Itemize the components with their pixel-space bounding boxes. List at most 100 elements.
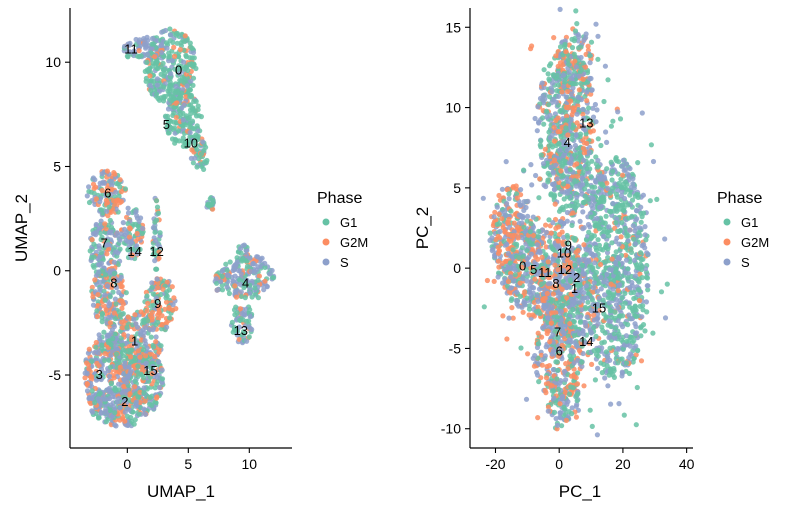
umap-point-g2m <box>156 310 162 316</box>
umap-point-g1 <box>224 267 230 273</box>
pca-point-s <box>534 128 540 134</box>
umap-point-g2m <box>171 295 177 301</box>
umap-point-g1 <box>189 118 196 124</box>
pca-point-g1 <box>546 76 552 82</box>
pca-point-g2m <box>615 287 621 294</box>
pca-point-s <box>595 157 601 164</box>
umap-point-s <box>261 287 267 293</box>
umap-point-g2m <box>256 273 262 279</box>
pca-point-s <box>518 187 524 193</box>
umap-point-g1 <box>159 376 166 382</box>
pca-point-g1 <box>595 136 601 142</box>
umap-point-g1 <box>147 401 153 407</box>
pca-point-g1 <box>608 323 614 330</box>
umap-point-s <box>92 177 98 183</box>
umap-point-s <box>136 218 142 225</box>
umap-point-g1 <box>107 364 114 370</box>
umap-point-g1 <box>158 326 165 332</box>
umap-point-g1 <box>103 419 109 425</box>
umap-point-g1 <box>106 338 112 344</box>
umap-point-g1 <box>178 111 184 117</box>
pca-point-g1 <box>638 257 644 263</box>
umap-point-s <box>138 328 144 334</box>
umap-point-g1 <box>167 315 173 321</box>
umap-point-s <box>141 406 147 412</box>
umap-point-g1 <box>95 415 102 421</box>
pca-point-s <box>543 229 550 235</box>
umap-point-g1 <box>93 344 99 350</box>
pca-point-g1 <box>600 220 606 226</box>
umap-point-g1 <box>162 66 168 72</box>
umap-point-s <box>89 409 96 415</box>
umap-point-g1 <box>150 245 156 252</box>
umap-point-g2m <box>90 294 96 300</box>
umap-point-g1 <box>171 110 177 116</box>
umap-point-g1 <box>168 93 174 99</box>
pca-point-g2m <box>557 401 563 407</box>
umap-cluster-label-15: 15 <box>143 363 157 378</box>
umap-point-s <box>103 406 109 413</box>
pca-point-g1 <box>508 297 514 303</box>
pca-point-s <box>639 110 645 116</box>
pca-point-s <box>584 89 590 95</box>
umap-point-s <box>224 284 230 290</box>
umap-point-g1 <box>193 98 199 104</box>
umap-point-g2m <box>156 249 162 255</box>
pca-point-g1 <box>536 228 542 234</box>
umap-point-g1 <box>187 87 193 93</box>
pca-point-s <box>543 183 549 190</box>
umap-point-s <box>144 51 150 57</box>
pca-point-s <box>587 75 593 81</box>
pca-point-g1 <box>574 21 580 27</box>
umap-point-g1 <box>152 229 158 235</box>
umap-point-g1 <box>189 45 195 51</box>
umap-point-s <box>153 334 159 340</box>
umap-point-g1 <box>130 409 136 415</box>
umap-point-g2m <box>135 236 141 242</box>
umap-point-s <box>113 344 119 350</box>
umap-point-g1 <box>244 263 251 269</box>
umap-point-g2m <box>173 114 179 121</box>
umap-point-g2m <box>142 398 148 404</box>
umap-point-g1 <box>153 45 159 51</box>
umap-point-s <box>108 402 114 408</box>
umap-point-g1 <box>114 181 120 187</box>
pca-point-s <box>566 69 573 75</box>
pca-point-s <box>499 186 505 192</box>
umap-point-g1 <box>187 94 193 100</box>
umap-point-s <box>97 180 103 186</box>
umap-point-g1 <box>107 217 113 223</box>
pca-point-g1 <box>588 174 594 180</box>
umap-point-s <box>133 399 139 405</box>
umap-point-g1 <box>155 319 161 325</box>
umap-point-s <box>166 58 172 64</box>
pca-point-g2m <box>543 222 549 228</box>
pca-point-g1 <box>619 356 625 362</box>
pca-point-g2m <box>535 415 541 421</box>
umap-point-g1 <box>230 329 236 335</box>
pca-point-g1 <box>643 237 649 243</box>
umap-point-g2m <box>119 325 125 331</box>
umap-point-g1 <box>195 103 201 109</box>
umap-point-s <box>109 182 115 188</box>
umap-point-s <box>164 324 170 330</box>
umap-point-g1 <box>91 254 97 260</box>
pca-point-s <box>643 299 650 305</box>
umap-point-s <box>82 370 88 376</box>
umap-x-axis-title: UMAP_1 <box>147 482 215 501</box>
umap-point-g1 <box>139 230 145 237</box>
pca-point-g2m <box>484 277 490 284</box>
umap-point-g2m <box>137 389 143 395</box>
pca-point-s <box>561 221 567 227</box>
umap-point-s <box>262 260 268 266</box>
umap-point-g1 <box>150 60 156 66</box>
pca-points <box>480 6 670 438</box>
umap-point-g1 <box>189 55 195 61</box>
umap-point-g2m <box>159 322 165 328</box>
umap-point-s <box>113 336 120 342</box>
umap-point-s <box>84 388 91 394</box>
umap-point-g1 <box>237 317 243 323</box>
umap-y-tick-label: 5 <box>53 158 61 174</box>
umap-point-s <box>147 82 153 89</box>
umap-point-g2m <box>118 284 124 290</box>
